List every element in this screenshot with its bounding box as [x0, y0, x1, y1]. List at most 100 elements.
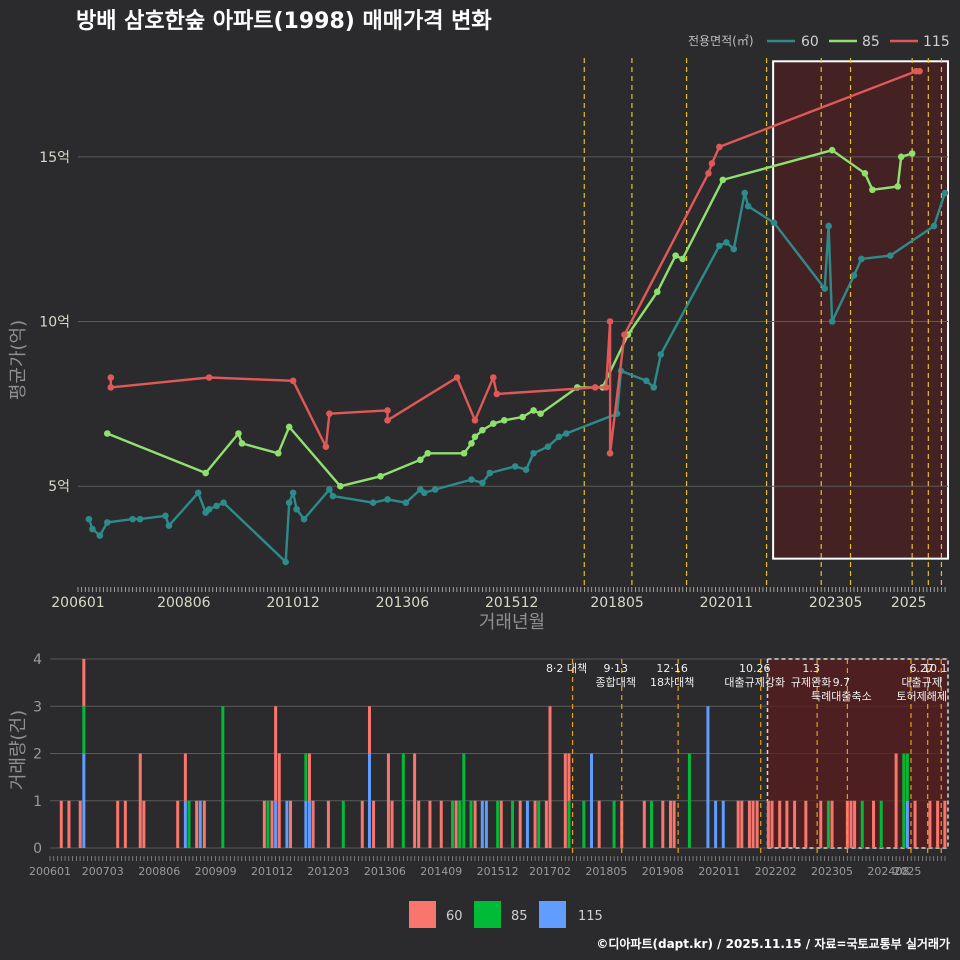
series-line-60 — [87, 191, 947, 564]
data-point-60 — [285, 499, 293, 506]
bar-60 — [913, 800, 917, 848]
data-point-60 — [293, 505, 300, 513]
data-point-115 — [705, 169, 712, 177]
bar-85 — [462, 753, 466, 848]
data-point-60 — [821, 285, 829, 292]
legend-label-85: 85 — [862, 34, 880, 50]
data-point-85 — [460, 449, 468, 457]
data-point-85 — [519, 413, 526, 421]
y-tick-label: 1 — [33, 794, 42, 810]
bar-60 — [804, 800, 808, 848]
data-point-60 — [563, 430, 570, 437]
bar-85 — [496, 800, 500, 848]
bar-60 — [766, 800, 770, 848]
data-point-60 — [300, 515, 308, 523]
bar-60 — [544, 800, 548, 848]
bar-85 — [650, 800, 654, 848]
data-point-115 — [107, 374, 115, 381]
data-point-60 — [479, 479, 486, 487]
bar-60 — [747, 800, 751, 848]
x-tick-label: 201702 — [529, 865, 571, 878]
bar-85 — [266, 800, 270, 848]
data-point-85 — [530, 407, 537, 414]
bar-85 — [401, 753, 405, 848]
series-line-85 — [106, 148, 913, 488]
x-tick-label: 201512 — [485, 595, 538, 611]
bar-85 — [469, 800, 473, 848]
data-point-60 — [282, 558, 289, 566]
x-tick-label: 202202 — [755, 865, 797, 878]
data-point-60 — [530, 449, 537, 457]
x-tick-label: 201306 — [364, 865, 406, 878]
bar-60 — [894, 753, 898, 848]
bar-85 — [567, 800, 571, 848]
data-point-85 — [417, 456, 424, 464]
bar-60 — [326, 800, 330, 848]
x-tick-label: 201012 — [266, 595, 319, 611]
bar-60 — [67, 800, 71, 848]
price-line-chart: 5억 10억 15억 200601 200806 201012 201306 201512 20… — [39, 58, 949, 611]
bar-60 — [755, 800, 759, 848]
bar-85 — [221, 706, 225, 848]
data-point-60 — [657, 351, 665, 358]
bar-115 — [304, 800, 308, 848]
bar-60 — [116, 800, 120, 848]
chart-title: 방배 삼호한숲 아파트(1998) 매매가격 변화 — [76, 9, 492, 34]
bar-60 — [289, 800, 293, 848]
policy-annotation: 8·2 대책 — [546, 662, 587, 675]
bar-60 — [307, 753, 311, 801]
data-point-115 — [471, 417, 479, 424]
legend-swatch-115 — [539, 901, 566, 928]
bar-60 — [793, 800, 797, 848]
bar-60 — [736, 800, 740, 848]
data-point-60 — [468, 476, 475, 483]
bar-60 — [830, 800, 834, 848]
bar-60 — [751, 800, 755, 848]
data-point-85 — [828, 146, 836, 154]
data-point-60 — [716, 242, 723, 250]
policy-annotation: 12·16 — [656, 662, 688, 675]
data-point-60 — [213, 502, 220, 510]
bar-60 — [386, 753, 390, 848]
data-point-60 — [850, 272, 858, 279]
data-point-60 — [650, 384, 658, 391]
data-point-60 — [89, 525, 96, 533]
bar-60 — [518, 800, 522, 848]
x-tick-label: 202408 — [867, 865, 909, 878]
x-tick-label: 202305 — [809, 595, 862, 611]
x-tick-label: 201512 — [477, 865, 519, 878]
bar-60 — [413, 753, 417, 848]
data-point-60 — [770, 219, 778, 226]
y-tick-label: 2 — [33, 747, 42, 763]
data-point-115 — [453, 374, 461, 381]
data-point-60 — [136, 515, 144, 523]
policy-annotation: 규제완화 — [791, 676, 831, 689]
data-point-60 — [96, 532, 104, 539]
x-tick-label: 201306 — [376, 595, 430, 611]
data-point-85 — [377, 473, 384, 480]
data-point-85 — [274, 449, 282, 457]
bar-85 — [905, 753, 909, 801]
data-point-115 — [916, 67, 923, 75]
data-point-85 — [424, 449, 432, 457]
bar-60 — [849, 800, 853, 848]
footer-credit: ©디아파트(dapt.kr) / 2025.11.15 / 자료=국토교통부 실… — [596, 936, 950, 951]
bar-60 — [367, 706, 371, 754]
bar-60 — [567, 753, 571, 801]
data-point-85 — [479, 426, 486, 434]
data-point-60 — [555, 433, 563, 441]
data-point-85 — [679, 255, 686, 263]
bar-60 — [597, 800, 601, 848]
bar-60 — [740, 800, 744, 848]
policy-annotation: 대출규제 — [901, 676, 941, 689]
data-point-85 — [861, 169, 869, 177]
bar-115 — [706, 706, 710, 848]
bar-60 — [138, 753, 142, 848]
data-point-85 — [490, 420, 497, 427]
policy-annotation: 토허제해제 — [896, 689, 947, 703]
bar-60 — [176, 800, 180, 848]
bar-115 — [198, 800, 202, 848]
data-point-85 — [897, 153, 905, 161]
bar-60 — [428, 800, 432, 848]
data-point-85 — [719, 176, 727, 184]
